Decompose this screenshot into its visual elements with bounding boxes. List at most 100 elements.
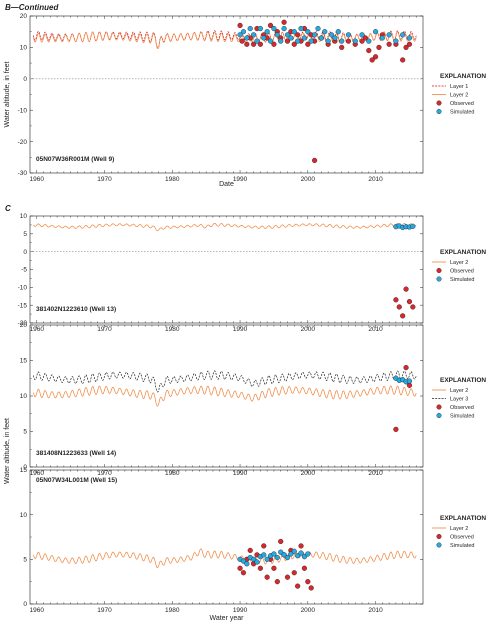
y-tick-label: -15 xyxy=(18,302,28,309)
y-tick-label: 20 xyxy=(20,13,28,20)
legend-item-label: Layer 1 xyxy=(450,84,468,90)
simulated-point xyxy=(318,35,324,41)
x-tick-label: 1960 xyxy=(30,326,45,333)
observed-point xyxy=(403,286,409,292)
plot-frame xyxy=(29,469,424,605)
observed-point xyxy=(400,57,406,63)
simulated-point xyxy=(264,29,270,35)
observed-point xyxy=(359,38,365,44)
observed-point xyxy=(284,574,291,580)
legend-swatch xyxy=(436,534,442,540)
well-label: 381402N1223610 (Well 13) xyxy=(36,306,116,313)
chart-panel-1: -30 -20 -10 0 10 20 1960 1970 1980 1990 2000 2010 05… xyxy=(4,13,486,188)
simulated-point xyxy=(281,25,287,32)
observed-point xyxy=(372,54,379,60)
observed-point xyxy=(237,565,243,571)
y-axis-label: Water altitude, in feet xyxy=(4,418,11,484)
observed-point xyxy=(393,426,399,432)
x-axis-label: Date xyxy=(219,181,234,188)
simulated-point xyxy=(284,554,291,561)
observed-point xyxy=(400,313,406,319)
legend-swatch xyxy=(436,276,442,282)
observed-point xyxy=(339,44,345,51)
observed-point xyxy=(264,574,270,580)
simulated-point xyxy=(274,554,280,561)
y-tick-label: 20 xyxy=(20,322,28,329)
legend-swatch xyxy=(436,100,442,106)
legend-item-label: Observed xyxy=(450,101,474,107)
y-tick-label: 15 xyxy=(20,467,28,474)
simulated-point xyxy=(386,32,392,38)
x-tick-label: 2000 xyxy=(301,607,316,614)
plot-frame xyxy=(29,324,424,468)
simulated-point xyxy=(288,551,294,557)
legend-item-label: Layer 2 xyxy=(450,526,468,532)
observed-point xyxy=(386,41,392,47)
series-line-layer-3 xyxy=(33,370,417,393)
observed-point xyxy=(295,32,301,38)
simulated-point xyxy=(406,378,413,384)
series-line-layer-2 xyxy=(33,31,417,50)
legend-title: EXPLANATION xyxy=(440,249,486,256)
y-tick-label: 0 xyxy=(23,76,27,83)
observed-point xyxy=(281,19,287,25)
x-tick-label: 2010 xyxy=(368,470,383,477)
legend-title: EXPLANATION xyxy=(440,377,486,384)
simulated-point xyxy=(247,25,253,32)
legend-title: EXPLANATION xyxy=(440,515,486,522)
observed-point xyxy=(257,41,263,47)
y-tick-label: -20 xyxy=(18,139,28,146)
y-tick-label: 0 xyxy=(23,601,27,608)
observed-point xyxy=(251,41,257,47)
simulated-point xyxy=(379,35,385,41)
simulated-point xyxy=(271,551,277,557)
simulated-point xyxy=(305,551,311,557)
legend-item-label: Simulated xyxy=(450,414,474,420)
legend: EXPLANATION Layer 2 Layer 3 Observed Simulat… xyxy=(432,377,486,420)
observed-point xyxy=(274,579,280,585)
simulated-point xyxy=(301,554,308,560)
x-tick-label: 1980 xyxy=(165,326,180,333)
x-tick-label: 2000 xyxy=(301,470,316,477)
observed-point xyxy=(366,47,372,54)
simulated-point xyxy=(400,32,406,38)
simulated-point xyxy=(332,35,338,41)
x-tick-label: 1990 xyxy=(233,470,248,477)
simulated-point xyxy=(271,25,277,32)
observed-point xyxy=(369,57,375,63)
simulated-point xyxy=(372,29,379,35)
x-tick-label: 1970 xyxy=(97,607,112,614)
x-tick-label: 2000 xyxy=(301,326,316,333)
observed-point xyxy=(345,38,352,44)
series-line-layer-2 xyxy=(33,385,417,407)
legend-title: EXPLANATION xyxy=(440,73,486,80)
x-tick-label: 1970 xyxy=(97,470,112,477)
simulated-point xyxy=(295,553,301,559)
simulated-point xyxy=(366,38,372,44)
simulated-point xyxy=(328,32,335,38)
simulated-point xyxy=(322,29,328,35)
simulated-point xyxy=(345,32,352,38)
simulated-point xyxy=(406,35,413,41)
simulated-point xyxy=(278,549,284,555)
observed-point xyxy=(240,570,247,576)
observed-point xyxy=(376,44,382,51)
x-tick-label: 1970 xyxy=(97,326,112,333)
legend-item-label: Simulated xyxy=(450,543,474,549)
y-tick-label: 10 xyxy=(20,45,28,52)
observed-point xyxy=(237,22,243,29)
simulated-point xyxy=(261,35,267,41)
y-tick-label: -30 xyxy=(18,170,28,177)
observed-point xyxy=(403,365,409,371)
x-tick-label: 2000 xyxy=(301,176,316,183)
legend-item-label: Layer 3 xyxy=(450,397,468,403)
observed-point xyxy=(305,41,311,47)
section-label: C xyxy=(5,204,11,213)
legend-swatch xyxy=(436,404,442,410)
legend-item-label: Observed xyxy=(450,535,474,541)
legend-swatch xyxy=(436,268,442,274)
y-tick-label: 0 xyxy=(23,249,27,256)
observed-point xyxy=(298,543,304,549)
